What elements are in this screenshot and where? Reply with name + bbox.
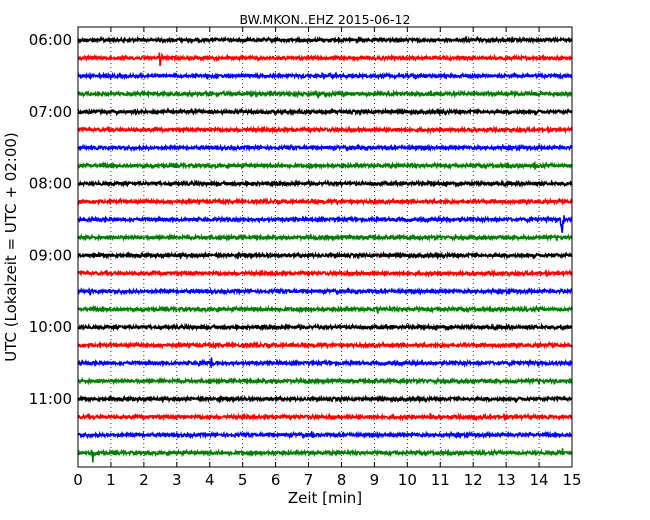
trace-0745 [77, 160, 573, 171]
x-tick-label: 12 [464, 471, 483, 489]
y-tick-label: 08:00 [29, 175, 72, 193]
x-tick-label: 5 [238, 471, 248, 489]
trace-1045 [77, 376, 573, 386]
trace-0645 [77, 89, 573, 99]
trace-0630 [77, 71, 573, 81]
trace-group [77, 35, 573, 463]
y-tick-label: 09:00 [29, 246, 72, 264]
chart-title: BW.MKON..EHZ 2015-06-12 [240, 12, 411, 27]
trace-0830 [77, 214, 573, 233]
y-tick-label: 06:00 [29, 31, 72, 49]
trace-1030 [77, 357, 573, 369]
x-tick-label: 4 [205, 471, 215, 489]
trace-0600 [77, 35, 573, 45]
x-tick-label: 0 [73, 471, 83, 489]
trace-0730 [77, 143, 573, 153]
trace-0945 [77, 304, 573, 314]
x-tick-label: 15 [562, 471, 581, 489]
trace-0800 [77, 178, 573, 189]
y-axis-label: UTC (Lokalzeit = UTC + 02:00) [2, 132, 20, 362]
x-tick-label: 9 [370, 471, 380, 489]
x-tick-label: 2 [139, 471, 149, 489]
x-tick-label: 3 [172, 471, 182, 489]
trace-0845 [77, 232, 573, 243]
x-tick-label: 1 [106, 471, 116, 489]
trace-1115 [77, 412, 573, 422]
trace-0930 [77, 286, 573, 296]
trace-1100 [77, 394, 573, 404]
x-tick-label: 10 [398, 471, 417, 489]
y-tick-label: 11:00 [29, 390, 72, 408]
plot-frame [77, 26, 573, 468]
trace-1145 [77, 448, 573, 463]
y-tick-label: 07:00 [29, 103, 72, 121]
x-tick-label: 8 [337, 471, 347, 489]
x-tick-label: 14 [530, 471, 549, 489]
grid-lines [110, 27, 540, 467]
trace-1130 [77, 430, 573, 440]
x-tick-label: 13 [497, 471, 516, 489]
trace-0715 [77, 124, 573, 135]
x-tick-label: 7 [304, 471, 314, 489]
x-axis-label: Zeit [min] [288, 489, 362, 507]
trace-1000 [77, 322, 573, 332]
trace-0915 [77, 268, 573, 278]
y-axis: 06:00 07:00 08:00 09:00 10:00 11:00 [29, 31, 572, 408]
trace-0900 [77, 250, 573, 261]
x-tick-label: 11 [431, 471, 450, 489]
trace-0700 [77, 107, 573, 117]
y-tick-label: 10:00 [29, 318, 72, 336]
trace-0815 [77, 197, 573, 207]
trace-0615 [77, 52, 573, 66]
x-axis: 0 1 2 3 4 5 6 7 8 9 10 11 12 13 14 15 [73, 27, 582, 489]
trace-1015 [77, 340, 573, 350]
x-tick-label: 6 [271, 471, 281, 489]
